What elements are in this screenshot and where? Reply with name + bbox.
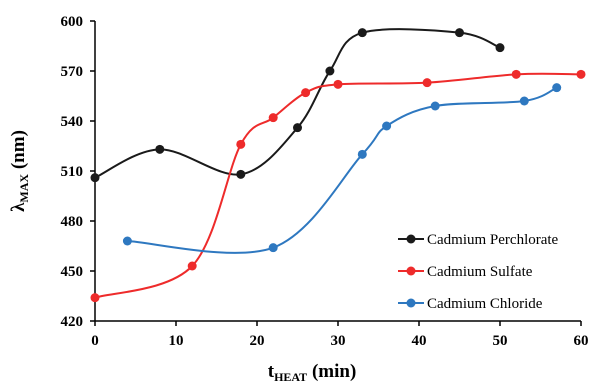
y-tick-label: 600: [61, 14, 84, 30]
legend-label: Cadmium Perchlorate: [427, 232, 559, 248]
x-tick-label: 50: [493, 333, 508, 349]
data-point: [90, 293, 100, 303]
x-tick-label: 20: [250, 333, 265, 349]
y-tick-label: 420: [61, 314, 84, 330]
legend-marker: [406, 266, 416, 276]
series-2: [90, 69, 586, 303]
data-point: [268, 243, 278, 253]
data-point: [357, 149, 367, 159]
legend-item: Cadmium Sulfate: [398, 264, 533, 280]
x-tick-label: 10: [169, 333, 184, 349]
data-point: [576, 69, 586, 79]
y-axis-title: λMAX (nm): [8, 130, 31, 212]
data-point: [357, 28, 367, 38]
series-line: [94, 28, 501, 179]
y-tick-label: 480: [61, 214, 84, 230]
x-tick-label: 0: [91, 333, 99, 349]
data-point: [293, 123, 302, 133]
x-tick-label: 30: [331, 333, 346, 349]
data-point: [301, 88, 311, 98]
data-point: [236, 169, 246, 179]
data-point: [333, 79, 343, 89]
y-tick-label: 570: [61, 64, 84, 80]
legend-item: Cadmium Chloride: [398, 296, 543, 312]
legend-label: Cadmium Chloride: [427, 296, 543, 312]
legend: Cadmium Perchlorate Cadmium Sulfate Cadmiu…: [398, 232, 559, 312]
data-point: [155, 144, 165, 154]
data-point: [187, 261, 197, 271]
plot-area: 0 10 20 30 40 50 60 420 450 480 510 540 570 600: [61, 14, 589, 349]
y-tick-label: 450: [61, 264, 84, 280]
data-point: [122, 236, 132, 246]
data-point: [430, 101, 440, 111]
legend-label: Cadmium Sulfate: [427, 264, 533, 280]
series-layer: [90, 28, 586, 303]
series-1: [90, 28, 505, 183]
x-axis-title: tHEAT (min): [268, 361, 357, 383]
data-point: [382, 121, 392, 131]
legend-marker: [406, 234, 416, 244]
y-tick-label: 540: [61, 114, 84, 130]
data-point: [325, 66, 335, 76]
data-point: [455, 28, 464, 38]
data-point: [511, 69, 521, 79]
data-point: [495, 43, 505, 53]
series-line: [127, 86, 558, 254]
legend-marker: [406, 298, 416, 308]
series-3: [122, 83, 562, 254]
data-point: [268, 113, 278, 123]
axis-ticks: 0 10 20 30 40 50 60 420 450 480 510 540 570 600: [61, 14, 589, 349]
data-point: [90, 173, 100, 183]
x-tick-label: 60: [574, 333, 589, 349]
legend-item: Cadmium Perchlorate: [398, 232, 559, 248]
y-tick-label: 510: [61, 164, 84, 180]
data-point: [422, 78, 432, 88]
x-tick-label: 40: [412, 333, 427, 349]
data-point: [552, 83, 562, 93]
data-point: [236, 139, 246, 149]
data-point: [519, 96, 529, 106]
